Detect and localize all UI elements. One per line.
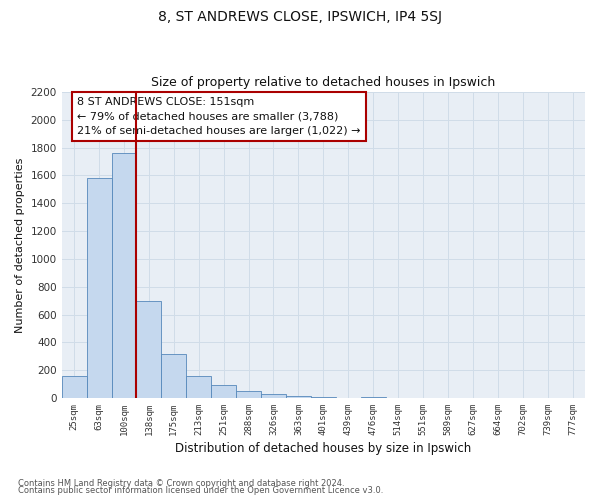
Bar xyxy=(186,376,211,398)
Bar xyxy=(86,178,112,398)
Bar xyxy=(261,394,286,398)
Bar xyxy=(161,354,186,398)
Bar xyxy=(311,396,336,398)
Bar xyxy=(136,300,161,398)
Text: 8, ST ANDREWS CLOSE, IPSWICH, IP4 5SJ: 8, ST ANDREWS CLOSE, IPSWICH, IP4 5SJ xyxy=(158,10,442,24)
Bar xyxy=(211,386,236,398)
Title: Size of property relative to detached houses in Ipswich: Size of property relative to detached ho… xyxy=(151,76,496,90)
Text: Contains HM Land Registry data © Crown copyright and database right 2024.: Contains HM Land Registry data © Crown c… xyxy=(18,478,344,488)
Text: 8 ST ANDREWS CLOSE: 151sqm
← 79% of detached houses are smaller (3,788)
21% of s: 8 ST ANDREWS CLOSE: 151sqm ← 79% of deta… xyxy=(77,96,361,136)
Bar xyxy=(62,376,86,398)
Text: Contains public sector information licensed under the Open Government Licence v3: Contains public sector information licen… xyxy=(18,486,383,495)
Bar xyxy=(112,153,136,398)
Bar xyxy=(236,391,261,398)
Bar xyxy=(361,396,386,398)
Y-axis label: Number of detached properties: Number of detached properties xyxy=(15,158,25,332)
Bar xyxy=(286,396,311,398)
X-axis label: Distribution of detached houses by size in Ipswich: Distribution of detached houses by size … xyxy=(175,442,472,455)
